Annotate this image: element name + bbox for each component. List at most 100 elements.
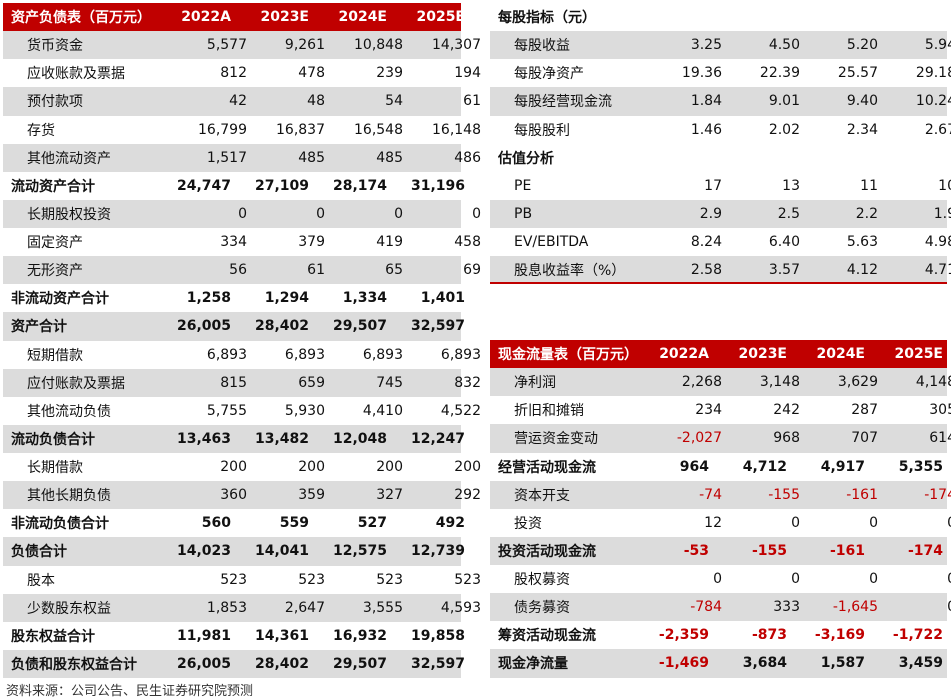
balance-sheet-title: 资产负债表（百万元） — [11, 10, 151, 27]
cell-value: 292 — [454, 487, 481, 504]
cell-value: 0 — [882, 515, 951, 531]
cell-value: 12,247 — [410, 430, 465, 447]
row-label: 每股收益 — [514, 38, 570, 55]
cell-value: 200 — [376, 459, 403, 476]
cash-flow-header: 现金流量表（百万元） 2022A 2023E 2024E 2025E — [490, 340, 947, 369]
cell-value: 4,712 — [742, 458, 787, 475]
cell-value: 3,555 — [362, 599, 403, 616]
table-row: 资产合计 26,005 28,402 29,507 32,597 — [3, 312, 465, 341]
cell-value: -155 — [768, 486, 800, 503]
cell-value: 659 — [298, 374, 325, 391]
cell-value: 234 — [695, 402, 722, 419]
cell-value: 13,463 — [176, 430, 231, 447]
row-label: 应付账款及票据 — [27, 375, 125, 392]
cell-value: 12,048 — [332, 430, 387, 447]
cell-value: -1,469 — [658, 655, 709, 672]
row-label: 流动负债合计 — [11, 431, 95, 448]
cell-value: 5.20 — [846, 37, 878, 54]
row-label: 负债合计 — [11, 544, 67, 561]
row-label: 每股经营现金流 — [514, 94, 612, 111]
cell-value: 4.98 — [924, 234, 951, 251]
cell-value: 27,109 — [254, 177, 309, 194]
cell-value: 333 — [773, 599, 800, 616]
cell-value: 25.57 — [837, 65, 878, 82]
table-row: 股息收益率（%） 2.58 3.57 4.12 4.71 — [490, 256, 951, 285]
table-row: 股东权益合计 11,981 14,361 16,932 19,858 — [3, 622, 465, 650]
cell-value: -74 — [699, 486, 722, 503]
cell-value: 2.67 — [924, 121, 951, 138]
col-header: 2024E — [816, 346, 865, 363]
col-header: 2025E — [894, 346, 943, 363]
cell-value: 359 — [298, 487, 325, 504]
cell-value: -161 — [829, 542, 865, 559]
row-label: 股权募资 — [514, 572, 570, 589]
row-label: 股东权益合计 — [11, 628, 95, 645]
table-row: 筹资活动现金流 -2,359 -873 -3,169 -1,722 — [490, 621, 947, 649]
table-row: 预付款项 42 48 54 61 — [3, 87, 481, 116]
cell-value: 0 — [394, 205, 403, 222]
row-label: 估值分析 — [498, 150, 554, 167]
table-row: 债务募资 -784 333 -1,6450 — [490, 593, 951, 622]
table-row: 货币资金 5,577 9,261 10,848 14,307 — [3, 31, 481, 60]
cell-value: 61 — [463, 93, 481, 110]
cell-value: 5,355 — [898, 458, 943, 475]
cell-value: 17 — [704, 177, 722, 194]
cell-value: 16,932 — [332, 627, 387, 644]
row-label: 应收账款及票据 — [27, 66, 125, 83]
cell-value: 56 — [229, 262, 247, 279]
cell-value: 527 — [357, 515, 387, 532]
cell-value: 287 — [851, 402, 878, 419]
table-row: 营运资金变动 -2,027 968 707 614 — [490, 424, 951, 453]
table-row: 其他流动负债 5,755 5,930 4,410 4,522 — [3, 397, 481, 425]
cell-value: 485 — [298, 149, 325, 166]
cell-value: 360 — [220, 487, 247, 504]
row-label: 存货 — [27, 122, 55, 139]
cell-value: 14,023 — [176, 543, 231, 560]
table-row: PB 2.9 2.5 2.2 1.9 — [490, 199, 951, 228]
cell-value: 8.24 — [690, 234, 722, 251]
cell-value: 26,005 — [176, 655, 231, 672]
cell-value: 13,482 — [254, 430, 309, 447]
row-label: 筹资活动现金流 — [498, 628, 596, 645]
cell-value: 478 — [298, 65, 325, 82]
cell-value: -1,645 — [832, 599, 878, 616]
cell-value: 5,577 — [206, 37, 247, 54]
cell-value: 48 — [307, 93, 325, 110]
row-label: PE — [514, 177, 532, 194]
table-row: 应付账款及票据 815 659 745 832 — [3, 368, 481, 397]
cell-value: 6.40 — [768, 234, 800, 251]
table-row: 投资12000 — [490, 509, 951, 537]
cell-value: 28,174 — [332, 177, 387, 194]
cell-value: 200 — [220, 459, 247, 476]
cell-value: 0 — [791, 571, 800, 588]
cell-value: 745 — [376, 374, 403, 391]
row-label: 每股股利 — [514, 122, 570, 139]
cell-value: 0 — [713, 571, 722, 588]
cell-value: 11 — [860, 177, 878, 194]
table-row: 资本开支 -74 -155 -161 -174 — [490, 480, 951, 509]
cell-value: 29.18 — [915, 65, 951, 82]
cell-value: 4,593 — [440, 599, 481, 616]
cell-value: 3,629 — [837, 374, 878, 391]
row-label: EV/EBITDA — [514, 234, 589, 251]
cell-value: 242 — [773, 402, 800, 419]
cell-value: 4,148 — [915, 374, 951, 391]
cell-value: 6,893 — [440, 346, 481, 363]
table-row: 固定资产 334 379 419 458 — [3, 228, 481, 256]
table-row: 负债合计 14,023 14,041 12,575 12,739 — [3, 537, 465, 566]
cell-value: 5.94 — [924, 37, 951, 54]
cell-value: 0 — [238, 205, 247, 222]
table-row: 每股经营现金流 1.84 9.01 9.40 10.24 — [490, 87, 951, 116]
cell-value: 0 — [869, 571, 878, 588]
cell-value: 61 — [307, 262, 325, 279]
cell-value: 14,361 — [254, 627, 309, 644]
per-share-body: 每股指标（元） 每股收益 3.25 4.50 5.20 5.94 每股净资产 19.36 22.… — [490, 3, 951, 285]
table-row: PE 17 13 11 10 — [490, 172, 951, 200]
cell-value: 3.25 — [690, 37, 722, 54]
table-bottom-rule — [490, 282, 947, 284]
col-header: 2022A — [181, 9, 231, 26]
cell-value: 334 — [220, 234, 247, 251]
cell-value: 6,893 — [284, 346, 325, 363]
row-label: 其他流动负债 — [27, 403, 111, 420]
row-label: 长期借款 — [27, 460, 83, 477]
